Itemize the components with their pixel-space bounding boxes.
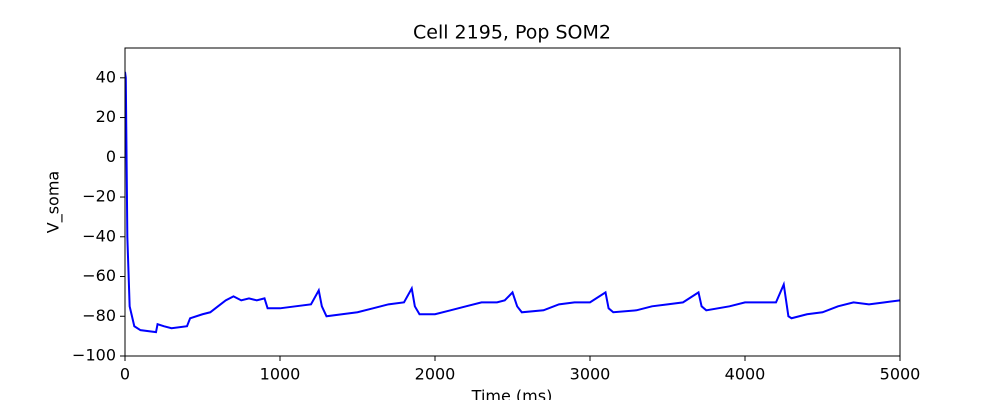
y-tick-label: −40 — [82, 226, 116, 245]
y-tick-label: −60 — [82, 266, 116, 285]
x-tick-label: 4000 — [725, 365, 766, 384]
y-tick-label: 40 — [96, 67, 116, 86]
y-tick-label: −100 — [72, 346, 116, 365]
y-tick-label: −80 — [82, 306, 116, 325]
x-tick-label: 5000 — [880, 365, 921, 384]
data-line — [125, 71, 900, 334]
x-axis-label: Time (ms) — [471, 387, 553, 400]
y-tick-label: −20 — [82, 187, 116, 206]
y-tick-label: 0 — [106, 147, 116, 166]
y-tick-label: 20 — [96, 107, 116, 126]
x-tick-label: 0 — [120, 365, 130, 384]
x-tick-label: 2000 — [415, 365, 456, 384]
plot-frame — [124, 47, 901, 357]
x-tick-label: 3000 — [570, 365, 611, 384]
y-axis-label: V_soma — [44, 171, 64, 233]
chart-title: Cell 2195, Pop SOM2 — [413, 22, 611, 44]
x-tick-label: 1000 — [260, 365, 301, 384]
